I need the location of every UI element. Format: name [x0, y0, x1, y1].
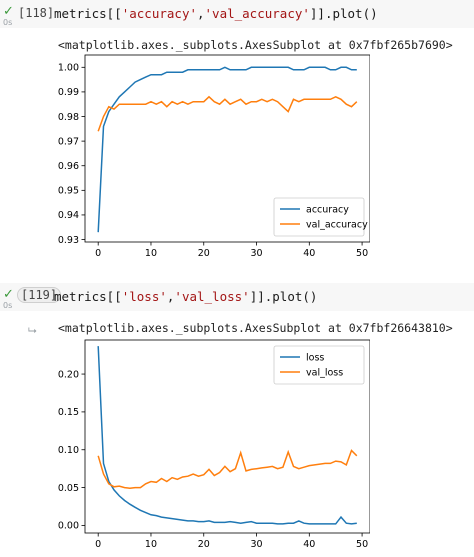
y-tick-label: 0.15	[58, 407, 79, 418]
x-tick-label: 20	[198, 248, 210, 259]
series-line-loss	[97, 346, 357, 525]
y-tick-label: 0.97	[58, 136, 79, 147]
plot-frame	[84, 54, 370, 243]
check-icon: ✓	[3, 287, 14, 302]
legend-box	[273, 197, 365, 237]
x-tick-label: 10	[145, 539, 157, 550]
cell-output-text: <matplotlib.axes._subplots.AxesSubplot a…	[58, 321, 453, 335]
legend-label: val_accuracy	[306, 219, 368, 230]
series-line-val-loss	[97, 449, 358, 490]
cell-code[interactable]: metrics[['loss','val_loss']].plot()	[54, 289, 318, 304]
cell-header[interactable]: ✓ 0s [118] metrics[['accuracy','val_accu…	[0, 0, 474, 28]
legend-label: accuracy	[306, 204, 349, 215]
y-tick-label: 1.00	[58, 63, 79, 74]
y-tick-label: 0.10	[58, 445, 79, 456]
output-arrow-icon[interactable]: ⮡	[28, 324, 37, 337]
accuracy-chart: 0 10 20 30 40 50 0.93 0.94 0.95 0.96 0.97 0.98 0.99 1…	[58, 54, 370, 259]
execution-count: [118]	[18, 6, 55, 20]
series-line-val-accuracy	[97, 95, 358, 132]
x-tick-label: 30	[250, 539, 262, 550]
legend-box	[273, 345, 365, 385]
y-tick-label: 0.94	[58, 210, 79, 221]
y-tick-label: 0.93	[58, 235, 79, 246]
x-tick-label: 40	[303, 539, 315, 550]
code-cell[interactable]: ✓ 0s [119] metrics[['loss','val_loss']].…	[0, 283, 474, 553]
cell-output-text: <matplotlib.axes._subplots.AxesSubplot a…	[58, 38, 453, 52]
y-tick-label: 0.99	[58, 87, 79, 98]
y-tick-label: 0.98	[58, 112, 79, 123]
x-tick-label: 40	[303, 248, 315, 259]
series-line-accuracy	[97, 66, 357, 233]
y-tick-label: 0.20	[58, 369, 79, 380]
cell-runtime: 0s	[3, 301, 13, 310]
x-tick-label: 0	[95, 248, 101, 259]
cell-code[interactable]: metrics[['accuracy','val_accuracy']].plo…	[54, 6, 378, 21]
x-tick-label: 30	[250, 248, 262, 259]
legend-label: loss	[306, 352, 324, 363]
x-tick-label: 50	[356, 539, 368, 550]
loss-chart: 0 10 20 30 40 50 0.00 0.05 0.10 0.15 0.20 loss val_l…	[58, 339, 370, 550]
x-tick-label: 10	[145, 248, 157, 259]
check-icon: ✓	[3, 4, 14, 19]
legend-label: val_loss	[306, 367, 343, 378]
y-tick-label: 0.95	[58, 186, 79, 197]
y-tick-label: 0.00	[58, 521, 79, 532]
cell-runtime: 0s	[3, 18, 13, 27]
plot-frame	[84, 339, 370, 534]
x-tick-label: 20	[198, 539, 210, 550]
code-cell[interactable]: ✓ 0s [118] metrics[['accuracy','val_accu…	[0, 0, 474, 270]
y-tick-label: 0.96	[58, 161, 79, 172]
cell-header[interactable]: ✓ 0s [119] metrics[['loss','val_loss']].…	[0, 283, 474, 311]
x-tick-label: 50	[356, 248, 368, 259]
y-tick-label: 0.05	[58, 483, 79, 494]
execution-count: [119]	[17, 287, 62, 303]
x-tick-label: 0	[95, 539, 101, 550]
